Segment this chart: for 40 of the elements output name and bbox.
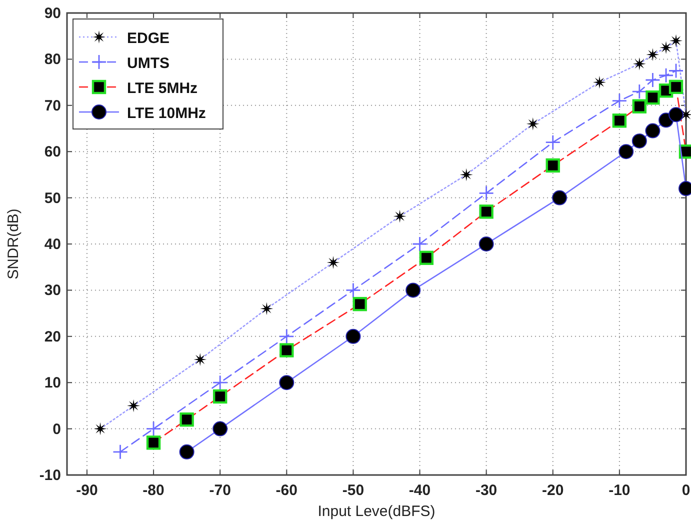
- point: [478, 185, 494, 201]
- x-tick-label: -90: [76, 482, 98, 499]
- point: [645, 72, 660, 88]
- y-tick-label: 90: [44, 5, 61, 22]
- legend-label: LTE 10MHz: [127, 105, 206, 122]
- point: [212, 374, 228, 390]
- x-tick-label: -70: [209, 482, 231, 499]
- x-tick-label: -50: [342, 482, 364, 499]
- x-tick-label: -30: [475, 482, 498, 499]
- y-tick-label: 60: [44, 144, 61, 161]
- x-tick-label: -20: [542, 482, 564, 499]
- x-tick-label: -10: [608, 482, 630, 499]
- y-tick-label: 50: [44, 190, 61, 207]
- y-tick-label: 0: [52, 420, 61, 438]
- point: [346, 282, 361, 298]
- legend-label: LTE 5MHz: [127, 80, 198, 97]
- legend-label: EDGE: [127, 30, 170, 47]
- point: [545, 134, 561, 150]
- y-tick-label: 40: [44, 236, 61, 253]
- x-tick-label: -80: [142, 482, 164, 499]
- point: [146, 421, 162, 436]
- legend-label: UMTS: [127, 55, 170, 72]
- x-tick-label: 0: [682, 482, 690, 499]
- y-tick-label: 80: [44, 51, 61, 68]
- x-tick-label: -60: [276, 482, 298, 499]
- y-tick-label: 30: [44, 282, 61, 300]
- y-tick-label: -10: [39, 467, 61, 484]
- y-axis-title: SNDR(dB): [5, 208, 22, 280]
- point: [278, 328, 294, 344]
- point: [612, 93, 628, 108]
- point: [658, 68, 674, 84]
- x-axis-title: Input Leve(dBFS): [318, 503, 436, 520]
- y-tick-label: 10: [44, 374, 61, 392]
- x-tick-label: -40: [408, 482, 431, 499]
- y-tick-label: 70: [44, 97, 61, 114]
- y-tick-label: 20: [44, 328, 61, 346]
- point: [412, 236, 428, 252]
- point: [632, 84, 648, 100]
- point: [112, 444, 128, 460]
- point: [668, 63, 684, 78]
